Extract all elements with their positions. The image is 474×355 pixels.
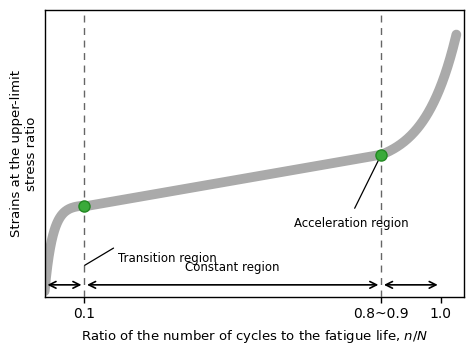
X-axis label: Ratio of the number of cycles to the fatigue life, $n/N$: Ratio of the number of cycles to the fat… [81, 328, 428, 345]
Y-axis label: Strains at the upper-limit
stress ratio: Strains at the upper-limit stress ratio [10, 70, 38, 237]
Text: Acceleration region: Acceleration region [294, 217, 409, 229]
Text: Constant region: Constant region [185, 261, 280, 274]
Text: Transition region: Transition region [118, 252, 217, 266]
